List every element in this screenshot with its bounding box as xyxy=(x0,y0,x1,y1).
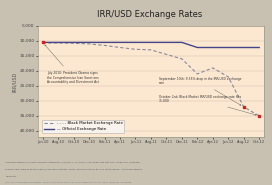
Text: University.: University. xyxy=(5,176,17,177)
Text: Amended Version of a Chart Originally Published in: Hanna, S. H. (2012) 'Iran: D: Amended Version of a Chart Originally Pu… xyxy=(5,161,140,163)
Text: October 2nd: Black Market IRR/USD exchange rate hits
35,000: October 2nd: Black Market IRR/USD exchan… xyxy=(159,95,256,115)
Text: IRR/USD Exchange Rates: IRR/USD Exchange Rates xyxy=(97,10,202,19)
Text: Note: This is a preview of Visualization. The disclosure values of the Iranian R: Note: This is a preview of Visualization… xyxy=(5,182,132,183)
Text: September 10th: 9.55% drop in the IRR/USD exchange
rate: September 10th: 9.55% drop in the IRR/US… xyxy=(159,77,241,105)
Y-axis label: IRR/USD: IRR/USD xyxy=(12,71,17,92)
Text: Sources: IMF, www.xxxxxxxx.com (accessed 2 October, 2012), and Calculations by P: Sources: IMF, www.xxxxxxxx.com (accessed… xyxy=(5,168,143,170)
Text: July 2010: President Obama signs
the Comprehensive Iran Sanctions
Accountability: July 2010: President Obama signs the Com… xyxy=(45,45,99,84)
Legend: - - - - Black Market Exchange Rate, — Official Exchange Rate: - - - - Black Market Exchange Rate, — Of… xyxy=(42,120,124,133)
